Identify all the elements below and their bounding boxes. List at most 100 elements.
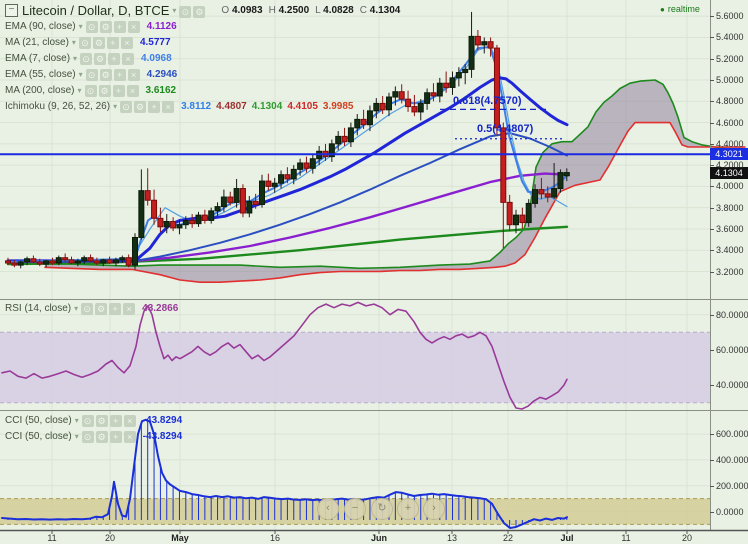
reset-view-button[interactable]: ↻ (371, 498, 393, 520)
zoom-out-button[interactable]: − (344, 498, 366, 520)
candle (49, 260, 56, 264)
eye-icon[interactable]: ⊙ (80, 52, 93, 65)
eye-icon[interactable]: ⊙ (78, 36, 91, 49)
candle (214, 206, 221, 212)
rsi-legend: RSI (14, close) ▾ ⊙ ⚙ + × 43.2866 (5, 301, 178, 317)
candle (151, 199, 158, 219)
price-tick-label: 4.6000 (716, 118, 744, 128)
eye-icon[interactable]: ⊙ (120, 100, 133, 113)
candle (195, 214, 202, 225)
chevron-down-icon[interactable]: ▾ (78, 22, 83, 31)
gear-icon[interactable]: ⚙ (94, 52, 107, 65)
candle (551, 188, 558, 198)
eye-icon[interactable]: ⊙ (81, 430, 94, 443)
ma21-line (6, 76, 569, 263)
candle (462, 68, 469, 74)
close-icon[interactable]: × (123, 302, 136, 315)
indicator-value: 4.2946 (146, 69, 178, 80)
legend-row-ma-4: MA (200, close) ▾ ⊙ ⚙ + × 3.6162 (5, 83, 400, 98)
ichimoku-senkou-a-line (44, 121, 746, 283)
ichimoku-senkou-b-line (44, 79, 746, 270)
gear-icon[interactable]: ⚙ (193, 5, 206, 18)
eye-icon[interactable]: ⊙ (84, 84, 97, 97)
chevron-down-icon[interactable]: ▾ (71, 38, 76, 47)
plus-icon[interactable]: + (109, 414, 122, 427)
plus-icon[interactable]: + (148, 100, 161, 113)
close-icon[interactable]: × (122, 52, 135, 65)
pan-right-button[interactable]: › (423, 498, 445, 520)
plus-icon[interactable]: + (109, 302, 122, 315)
chevron-down-icon[interactable]: ▾ (74, 416, 79, 425)
close-icon[interactable]: × (123, 430, 136, 443)
candle (398, 91, 405, 100)
chevron-down-icon[interactable]: ▾ (77, 86, 82, 95)
candle (290, 168, 297, 180)
price-tick (710, 208, 714, 209)
collapse-icon[interactable]: − (5, 4, 18, 17)
candle (347, 127, 354, 143)
candle (544, 193, 551, 198)
eye-icon[interactable]: ⊙ (85, 68, 98, 81)
close-icon[interactable]: × (120, 36, 133, 49)
close-icon[interactable]: × (162, 100, 175, 113)
fib-level-05[interactable]: 0.5(4.4807) (477, 123, 534, 135)
chevron-down-icon[interactable]: ▾ (74, 432, 79, 441)
close-icon[interactable]: × (127, 68, 140, 81)
price-tick-label: 3.8000 (716, 203, 744, 213)
gear-icon[interactable]: ⚙ (98, 84, 111, 97)
gear-icon[interactable]: ⚙ (95, 302, 108, 315)
candle (170, 221, 177, 229)
plus-icon[interactable]: + (112, 84, 125, 97)
rsi-tick-label: 80.0000 (716, 310, 748, 320)
chevron-down-icon[interactable]: ▾ (78, 70, 83, 79)
plus-icon[interactable]: + (113, 68, 126, 81)
candle (87, 257, 94, 262)
candle (557, 172, 564, 190)
plus-icon[interactable]: + (113, 20, 126, 33)
close-icon[interactable]: × (123, 414, 136, 427)
pan-left-button[interactable]: ‹ (317, 498, 339, 520)
candle (278, 174, 285, 184)
indicator-label: Ichimoku (9, 26, 52, 26) (5, 101, 111, 112)
candle (405, 98, 412, 108)
chevron-down-icon[interactable]: ▾ (172, 6, 177, 15)
realtime-dot-icon: ● (660, 5, 665, 14)
candle (24, 258, 31, 263)
time-tick-label: 11 (47, 533, 57, 543)
close-icon[interactable]: × (127, 20, 140, 33)
chevron-down-icon[interactable]: ▾ (73, 54, 78, 63)
fib-level-0618[interactable]: 0.618(4.7570) (453, 95, 522, 107)
eye-icon[interactable]: ⊙ (85, 20, 98, 33)
candle (93, 260, 100, 264)
indicator-value: -43.8294 (142, 415, 183, 426)
eye-icon[interactable]: ⊙ (81, 414, 94, 427)
indicator-value: 4.1304 (251, 101, 283, 112)
candle (424, 92, 431, 104)
eye-icon[interactable]: ⊙ (81, 302, 94, 315)
close-icon[interactable]: × (126, 84, 139, 97)
plus-icon[interactable]: + (106, 36, 119, 49)
chevron-down-icon[interactable]: ▾ (74, 304, 79, 313)
candle (112, 259, 119, 264)
chevron-down-icon[interactable]: ▾ (113, 102, 118, 111)
gear-icon[interactable]: ⚙ (95, 414, 108, 427)
candle (506, 201, 513, 226)
gear-icon[interactable]: ⚙ (99, 20, 112, 33)
eye-icon[interactable]: ⊙ (179, 5, 192, 18)
gear-icon[interactable]: ⚙ (92, 36, 105, 49)
plus-icon[interactable]: + (109, 430, 122, 443)
candle (36, 261, 43, 265)
candle (386, 96, 392, 111)
time-tick-label: Jun (370, 533, 388, 543)
candle (11, 262, 18, 266)
zoom-in-button[interactable]: + (397, 498, 419, 520)
gear-icon[interactable]: ⚙ (99, 68, 112, 81)
gear-icon[interactable]: ⚙ (134, 100, 147, 113)
price-tick (710, 16, 714, 17)
candle (201, 214, 208, 221)
plus-icon[interactable]: + (108, 52, 121, 65)
price-tick (710, 272, 714, 273)
gear-icon[interactable]: ⚙ (95, 430, 108, 443)
indicator-label: MA (21, close) (5, 37, 69, 48)
